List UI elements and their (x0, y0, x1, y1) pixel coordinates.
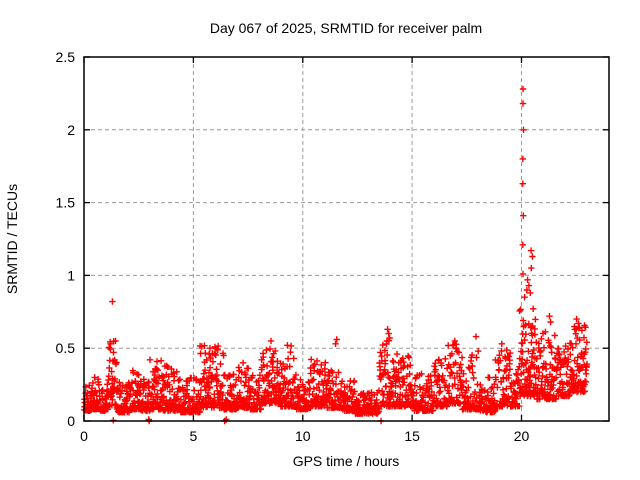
y-tick-label: 2.5 (56, 49, 76, 65)
x-axis-label: GPS time / hours (293, 453, 400, 469)
x-tick-label: 15 (404, 428, 420, 444)
grid-layer (84, 57, 609, 421)
x-tick-label: 5 (189, 428, 197, 444)
y-axis-label: SRMTID / TECUs (4, 184, 20, 294)
y-tick-label: 1 (67, 267, 75, 283)
y-tick-label: 1.5 (56, 195, 76, 211)
ticks-layer (83, 56, 609, 422)
tick-labels-layer: 0 0.5 1 1.5 2 2.5 0 5 10 15 20 (56, 49, 530, 444)
plot-border (83, 56, 610, 422)
y-tick-label: 0.5 (56, 340, 76, 356)
y-tick-label: 2 (67, 122, 75, 138)
x-tick-label: 10 (295, 428, 311, 444)
data-points-layer (80, 85, 591, 425)
chart-title: Day 067 of 2025, SRMTID for receiver pal… (210, 20, 482, 36)
y-tick-label: 0 (67, 413, 75, 429)
x-tick-label: 20 (514, 428, 530, 444)
scatter-plus-markers (80, 85, 591, 425)
x-tick-label: 0 (80, 428, 88, 444)
